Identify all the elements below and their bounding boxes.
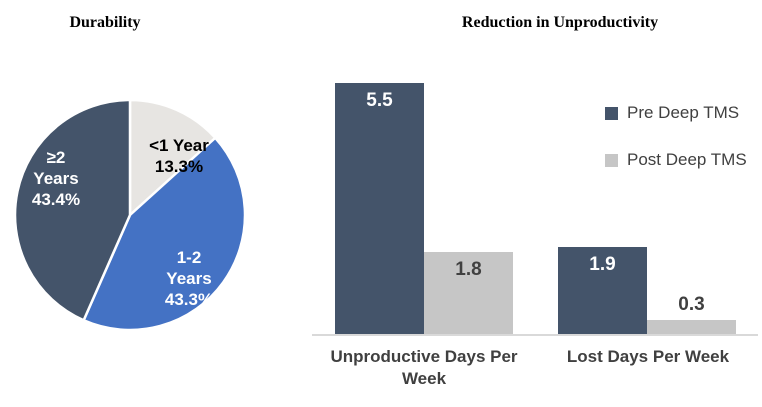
- bar-pre-deep-tms-unproductive-days-per-week: 5.5: [335, 82, 424, 334]
- legend-label: Post Deep TMS: [627, 150, 747, 169]
- category-label-unproductive-days-per-week: Unproductive Days Per Week: [330, 347, 518, 388]
- pie-slice-pct: 43.4%: [31, 190, 81, 209]
- pie-label-lt1-year: <1 Year 13.3%: [129, 135, 229, 177]
- bar-chart-title: Reduction in Unproductivity: [461, 14, 659, 31]
- bar-pre-deep-tms-lost-days-per-week: 1.9: [558, 247, 647, 334]
- pie-slice-2-years: [13, 98, 132, 322]
- pie-slice-1-year: [128, 98, 217, 217]
- pie-chart-title: Durability: [69, 14, 141, 31]
- pie-chart: <1 Year 13.3% ≥2 Years 43.4% 1-2 Years 4…: [10, 95, 250, 335]
- pie-svg: [13, 98, 247, 332]
- pie-slice-1-2-years: [82, 136, 247, 332]
- legend-item-pre-deep-tms: Pre Deep TMS: [605, 103, 747, 123]
- category-label-lost-days-per-week: Lost Days Per Week: [566, 347, 730, 366]
- bar-value-label: 0.3: [678, 294, 705, 316]
- pie-label-ge2-years: ≥2 Years 43.4%: [25, 147, 87, 210]
- pie-slice-name: <1 Year: [149, 136, 209, 155]
- pie-slice-name: 1-2 Years: [166, 248, 212, 288]
- pie-label-1-2-years: 1-2 Years 43.3%: [158, 247, 220, 310]
- bar-group-unproductive-days-per-week: 5.5 1.8: [335, 82, 513, 334]
- pie-slice-pct: 43.3%: [164, 290, 214, 309]
- legend-label: Pre Deep TMS: [627, 103, 740, 122]
- bar-post-deep-tms-lost-days-per-week: 0.3: [647, 294, 736, 334]
- bar-value-label: 1.8: [455, 258, 482, 280]
- legend-item-post-deep-tms: Post Deep TMS: [605, 150, 747, 170]
- category-axis: Unproductive Days Per Week Lost Days Per …: [312, 346, 758, 398]
- bar-value-label: 1.9: [589, 254, 616, 276]
- bar-plot-area: 5.5 1.8 1.9 0.3: [312, 60, 758, 336]
- pie-slice-pct: 13.3%: [154, 157, 204, 176]
- bar-group-lost-days-per-week: 1.9 0.3: [558, 247, 736, 334]
- legend-swatch-icon: [605, 106, 618, 120]
- legend: Pre Deep TMS Post Deep TMS: [605, 103, 747, 197]
- legend-swatch-icon: [605, 153, 618, 167]
- pie-slice-name: ≥2 Years: [33, 148, 79, 188]
- bar-post-deep-tms-unproductive-days-per-week: 1.8: [424, 251, 513, 334]
- bar-value-label: 5.5: [366, 89, 393, 111]
